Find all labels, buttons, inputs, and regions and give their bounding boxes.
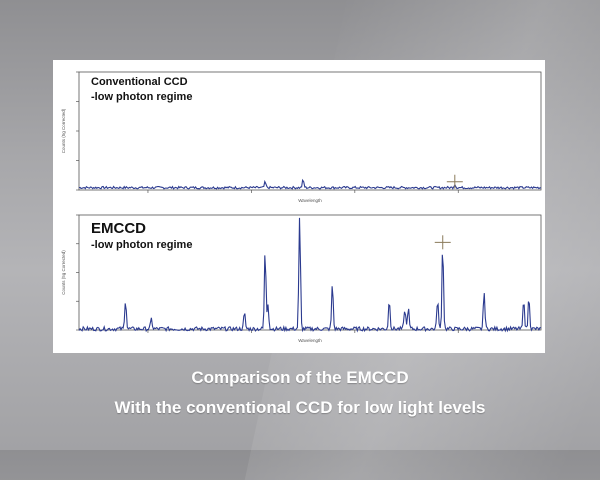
plot-frame-1 [79,72,541,190]
x-axis-label: Wavelength [298,338,322,343]
spectrum-trace-1 [79,180,541,189]
caption-line-2: With the conventional CCD for low light … [0,398,600,418]
x-axis-label: Wavelength [298,198,322,203]
spectra-panel: Wavelength Counts (5g Corrected) Conventio… [53,60,545,353]
chart-subtitle-2: -low photon regime [91,239,192,251]
y-axis-label: Counts (5g Corrected) [61,250,66,295]
spectrum-trace-2 [79,218,541,331]
y-axis-label: Counts (5g Corrected) [61,108,66,153]
chart-title-1: Conventional CCD [91,76,188,88]
caption-line-1: Comparison of the EMCCD [0,368,600,388]
chart-subtitle-1: -low photon regime [91,91,192,103]
plot-frame-2 [79,215,541,330]
chart-title-2: EMCCD [91,220,146,237]
spectra-chart: Wavelength Counts (5g Corrected) Conventio… [53,60,545,353]
